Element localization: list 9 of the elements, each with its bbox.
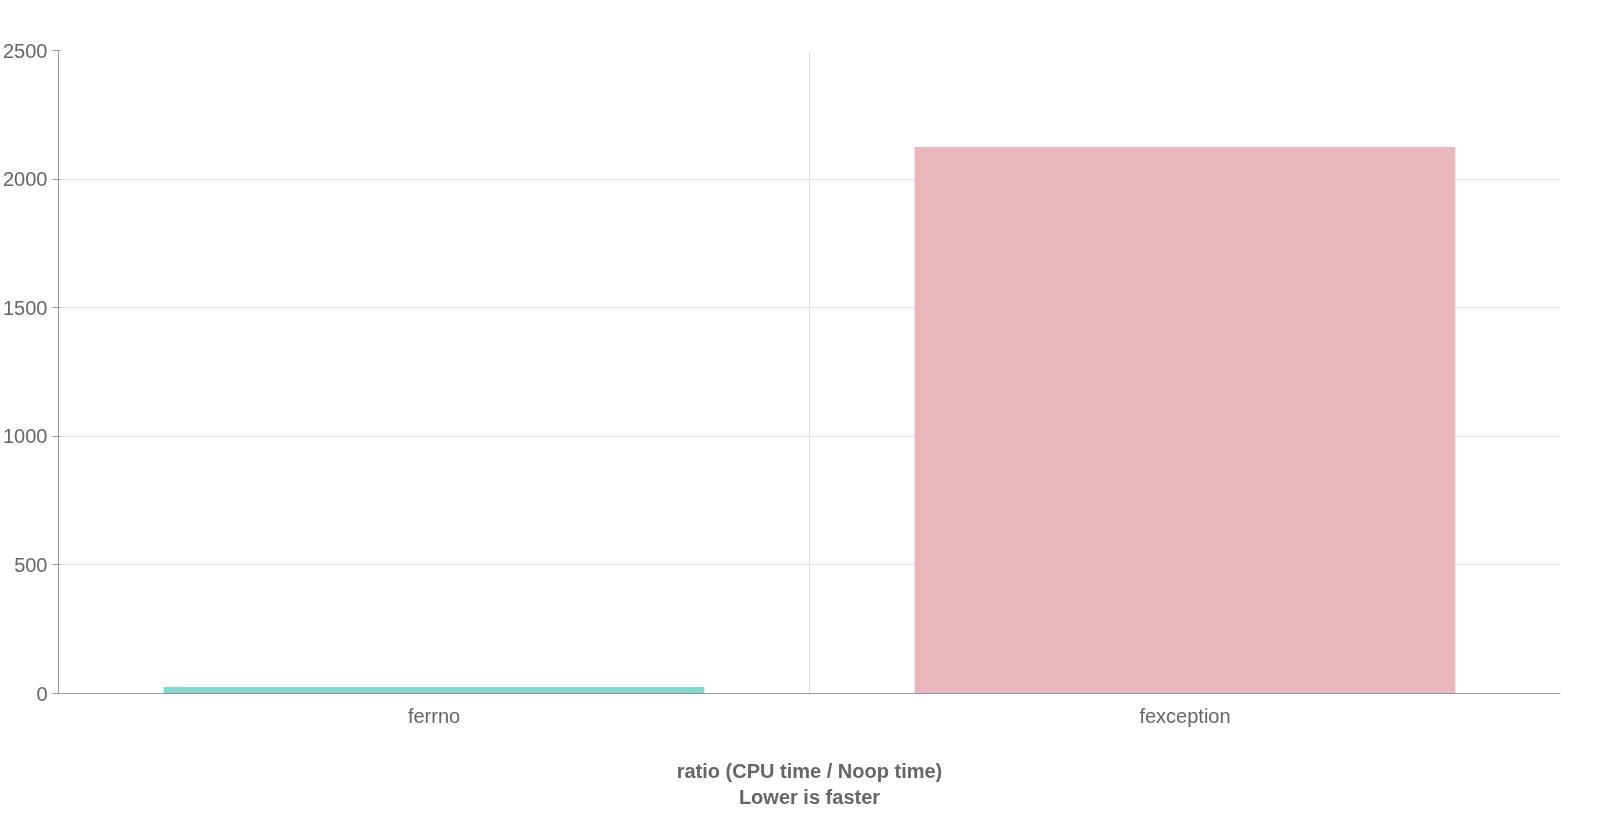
y-tick-label: 500 <box>14 553 48 576</box>
x-axis-title: ratio (CPU time / Noop time) Lower is faster <box>676 759 943 808</box>
x-tick-label: fexception <box>1139 704 1231 727</box>
y-tick-label: 2000 <box>3 168 48 191</box>
y-tick-label: 1000 <box>3 425 48 448</box>
y-tick-label: 0 <box>36 682 48 705</box>
y-tick-label: 1500 <box>3 296 48 319</box>
x-tick-label: ferrno <box>407 704 461 727</box>
y-tick-label: 2500 <box>3 39 48 62</box>
